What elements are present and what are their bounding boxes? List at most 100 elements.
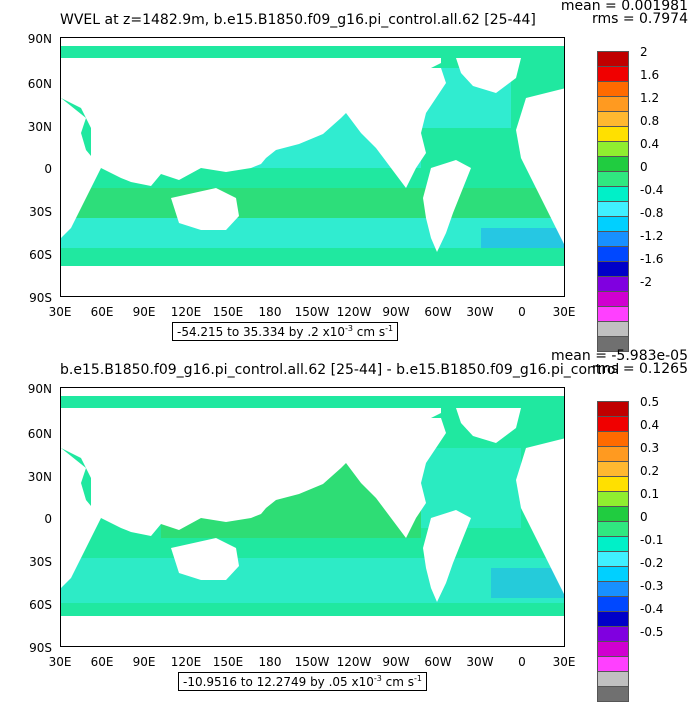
map-area (60, 37, 565, 297)
colorbar-label: -0.5 (640, 625, 664, 639)
lon-label: 60E (90, 305, 114, 319)
stats-block: mean = 0.001981 rms = 0.7974 (561, 0, 688, 26)
colorbar-swatch (597, 476, 629, 492)
mean-value: mean = 0.001981 (560, 0, 688, 14)
north-america-land (311, 68, 446, 188)
ocean-map (61, 38, 564, 296)
africa-land (61, 448, 101, 588)
colorbar-swatch (597, 96, 629, 112)
range-text: -54.215 to 35.334 by .2 x10 (177, 325, 345, 339)
colorbar-label: 0.8 (640, 114, 660, 128)
colorbar-swatch (597, 626, 629, 642)
colorbar-label: 0.3 (640, 441, 660, 455)
panel-bottom: b.e15.B1850.f09_g16.pi_control.all.62 [2… (0, 348, 700, 702)
colorbar-swatch (597, 321, 629, 337)
colorbar-swatch (597, 156, 629, 172)
south-america-land (423, 160, 471, 252)
range-text: -10.9516 to 12.2749 by .05 x10 (183, 675, 374, 689)
colorbar-label: 0.1 (640, 487, 660, 501)
colorbar-swatch (597, 51, 629, 67)
colorbar-label: 0.4 (640, 137, 660, 151)
colorbar-label: -2 (640, 275, 652, 289)
range-exponent: -3 (344, 324, 353, 333)
colorbar-swatch (597, 446, 629, 462)
lat-label: 0 (44, 512, 52, 526)
range-unit: cm s (352, 325, 386, 339)
colorbar-label: 0 (640, 160, 648, 174)
colorbar-swatch (597, 551, 629, 567)
lon-label: 180 (258, 305, 282, 319)
lon-label: 90E (132, 305, 156, 319)
colorbar-swatch (597, 596, 629, 612)
map-area (60, 387, 565, 647)
colorbar-swatch (597, 581, 629, 597)
colorbar-label: -0.4 (640, 602, 664, 616)
range-exponent: -3 (373, 674, 382, 683)
range-unit-exponent: -1 (414, 674, 423, 683)
colorbar-swatch (597, 306, 629, 322)
greenland-land (456, 58, 521, 93)
rms-value: rms = 0.7974 (591, 11, 688, 27)
colorbar-swatch (597, 671, 629, 687)
colorbar-label: 0 (640, 510, 648, 524)
lat-label: 60N (27, 77, 52, 91)
colorbar-swatch (597, 126, 629, 142)
lon-label: 90W (382, 655, 410, 669)
lon-label: 120E (170, 305, 202, 319)
colorbar-swatch (597, 656, 629, 672)
rms-value: rms = 0.1265 (591, 361, 688, 377)
lat-label: 90S (29, 291, 52, 305)
colorbar-swatch (597, 291, 629, 307)
colorbar-label: -0.4 (640, 183, 664, 197)
colorbar-label: 1.2 (640, 91, 660, 105)
lon-label: 30E (552, 655, 576, 669)
north-america-land (311, 418, 446, 538)
colorbar-swatch (597, 141, 629, 157)
lon-label: 120W (336, 305, 372, 319)
colorbar-swatch (597, 641, 629, 657)
greenland-land (456, 408, 521, 443)
lat-label: 90S (29, 641, 52, 655)
panel-title: WVEL at z=1482.9m, b.e15.B1850.f09_g16.p… (60, 12, 536, 28)
lon-label: 30E (552, 305, 576, 319)
colorbar-swatch (597, 276, 629, 292)
colorbar-label: 0.5 (640, 395, 660, 409)
colorbar-label: 2 (640, 45, 648, 59)
colorbar-swatch (597, 171, 629, 187)
colorbar-swatch (597, 611, 629, 627)
landmasses (61, 388, 564, 646)
colorbar-label: 0.2 (640, 464, 660, 478)
landmasses (61, 38, 564, 296)
lat-label: 60S (29, 248, 52, 262)
colorbar-swatch (597, 246, 629, 262)
colorbar-swatch (597, 81, 629, 97)
lon-label: 120W (336, 655, 372, 669)
colorbar (597, 51, 629, 352)
antarctica-land (61, 616, 564, 646)
africa-land (61, 98, 101, 238)
colorbar-label: -0.1 (640, 533, 664, 547)
colorbar-swatch (597, 506, 629, 522)
lon-label: 30E (48, 655, 72, 669)
lon-label: 120E (170, 655, 202, 669)
colorbar-swatch (597, 416, 629, 432)
lon-label: 60W (424, 655, 452, 669)
lon-label: 60E (90, 655, 114, 669)
antarctica-land (61, 266, 564, 296)
mean-value: mean = -5.983e-05 (551, 348, 688, 364)
lat-label: 90N (27, 382, 52, 396)
lon-label: 150E (212, 655, 244, 669)
ocean-map (61, 388, 564, 646)
colorbar-swatch (597, 491, 629, 507)
arctic-land (61, 388, 564, 396)
colorbar-swatch (597, 111, 629, 127)
colorbar-label: -1.6 (640, 252, 664, 266)
colorbar-swatch (597, 201, 629, 217)
lon-label: 0 (518, 305, 526, 319)
panel-title: b.e15.B1850.f09_g16.pi_control.all.62 [2… (60, 362, 620, 378)
lat-label: 60S (29, 598, 52, 612)
colorbar-swatch (597, 536, 629, 552)
lat-label: 30N (27, 470, 52, 484)
colorbar-swatch (597, 261, 629, 277)
colorbar-swatch (597, 66, 629, 82)
